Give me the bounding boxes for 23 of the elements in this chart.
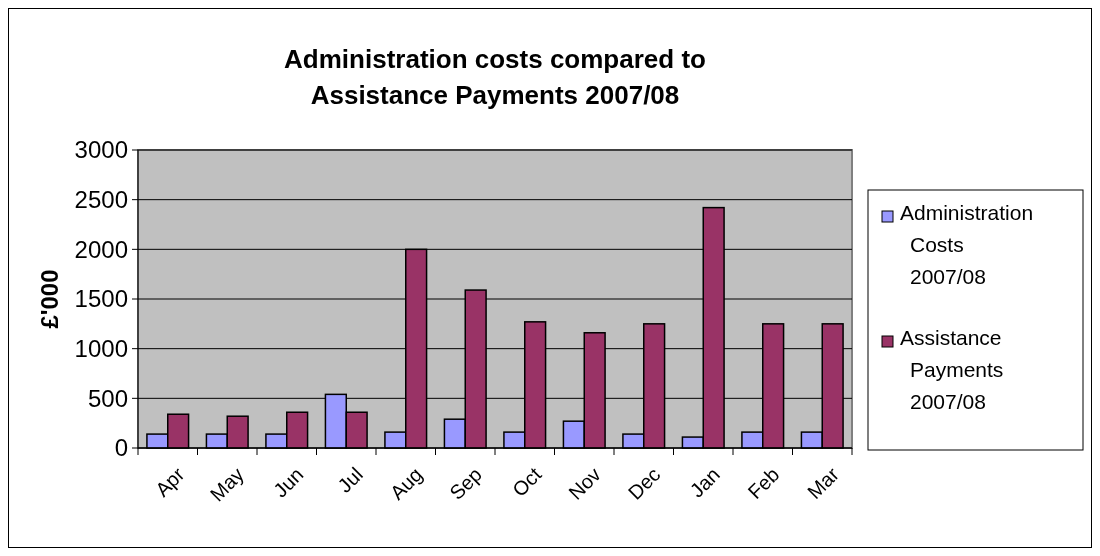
x-tick-label: Aug bbox=[385, 463, 427, 504]
x-tick-label: Feb bbox=[743, 463, 784, 504]
x-tick-label: Sep bbox=[445, 463, 486, 504]
x-tick-label: Jan bbox=[685, 463, 724, 502]
legend-label: Assistance Payments 2007/08 bbox=[900, 326, 1004, 413]
x-tick-label: Jun bbox=[269, 463, 308, 502]
x-tick-label: Oct bbox=[507, 462, 546, 501]
legend-label: Administration Costs 2007/08 bbox=[900, 201, 1034, 288]
x-tick-label: Apr bbox=[150, 462, 189, 501]
x-tick-label: Jul bbox=[333, 463, 367, 497]
y-tick-label: 1000 bbox=[74, 335, 128, 363]
x-tick-label: May bbox=[205, 463, 248, 506]
y-tick-label: 3000 bbox=[74, 136, 128, 164]
chart-title: Administration costs compared to Assistance Payments 2007/08 bbox=[284, 44, 706, 110]
y-tick-label: 2000 bbox=[74, 235, 128, 263]
x-tick-label: Dec bbox=[623, 463, 665, 504]
y-tick-label: 1500 bbox=[74, 285, 128, 313]
x-tick-label: Nov bbox=[564, 463, 605, 504]
x-tick-label: Mar bbox=[803, 462, 844, 504]
y-tick-label: 2500 bbox=[74, 186, 128, 214]
y-tick-label: 500 bbox=[87, 384, 128, 412]
y-axis-title: £'000 bbox=[36, 269, 63, 329]
y-tick-label: 0 bbox=[114, 434, 128, 462]
